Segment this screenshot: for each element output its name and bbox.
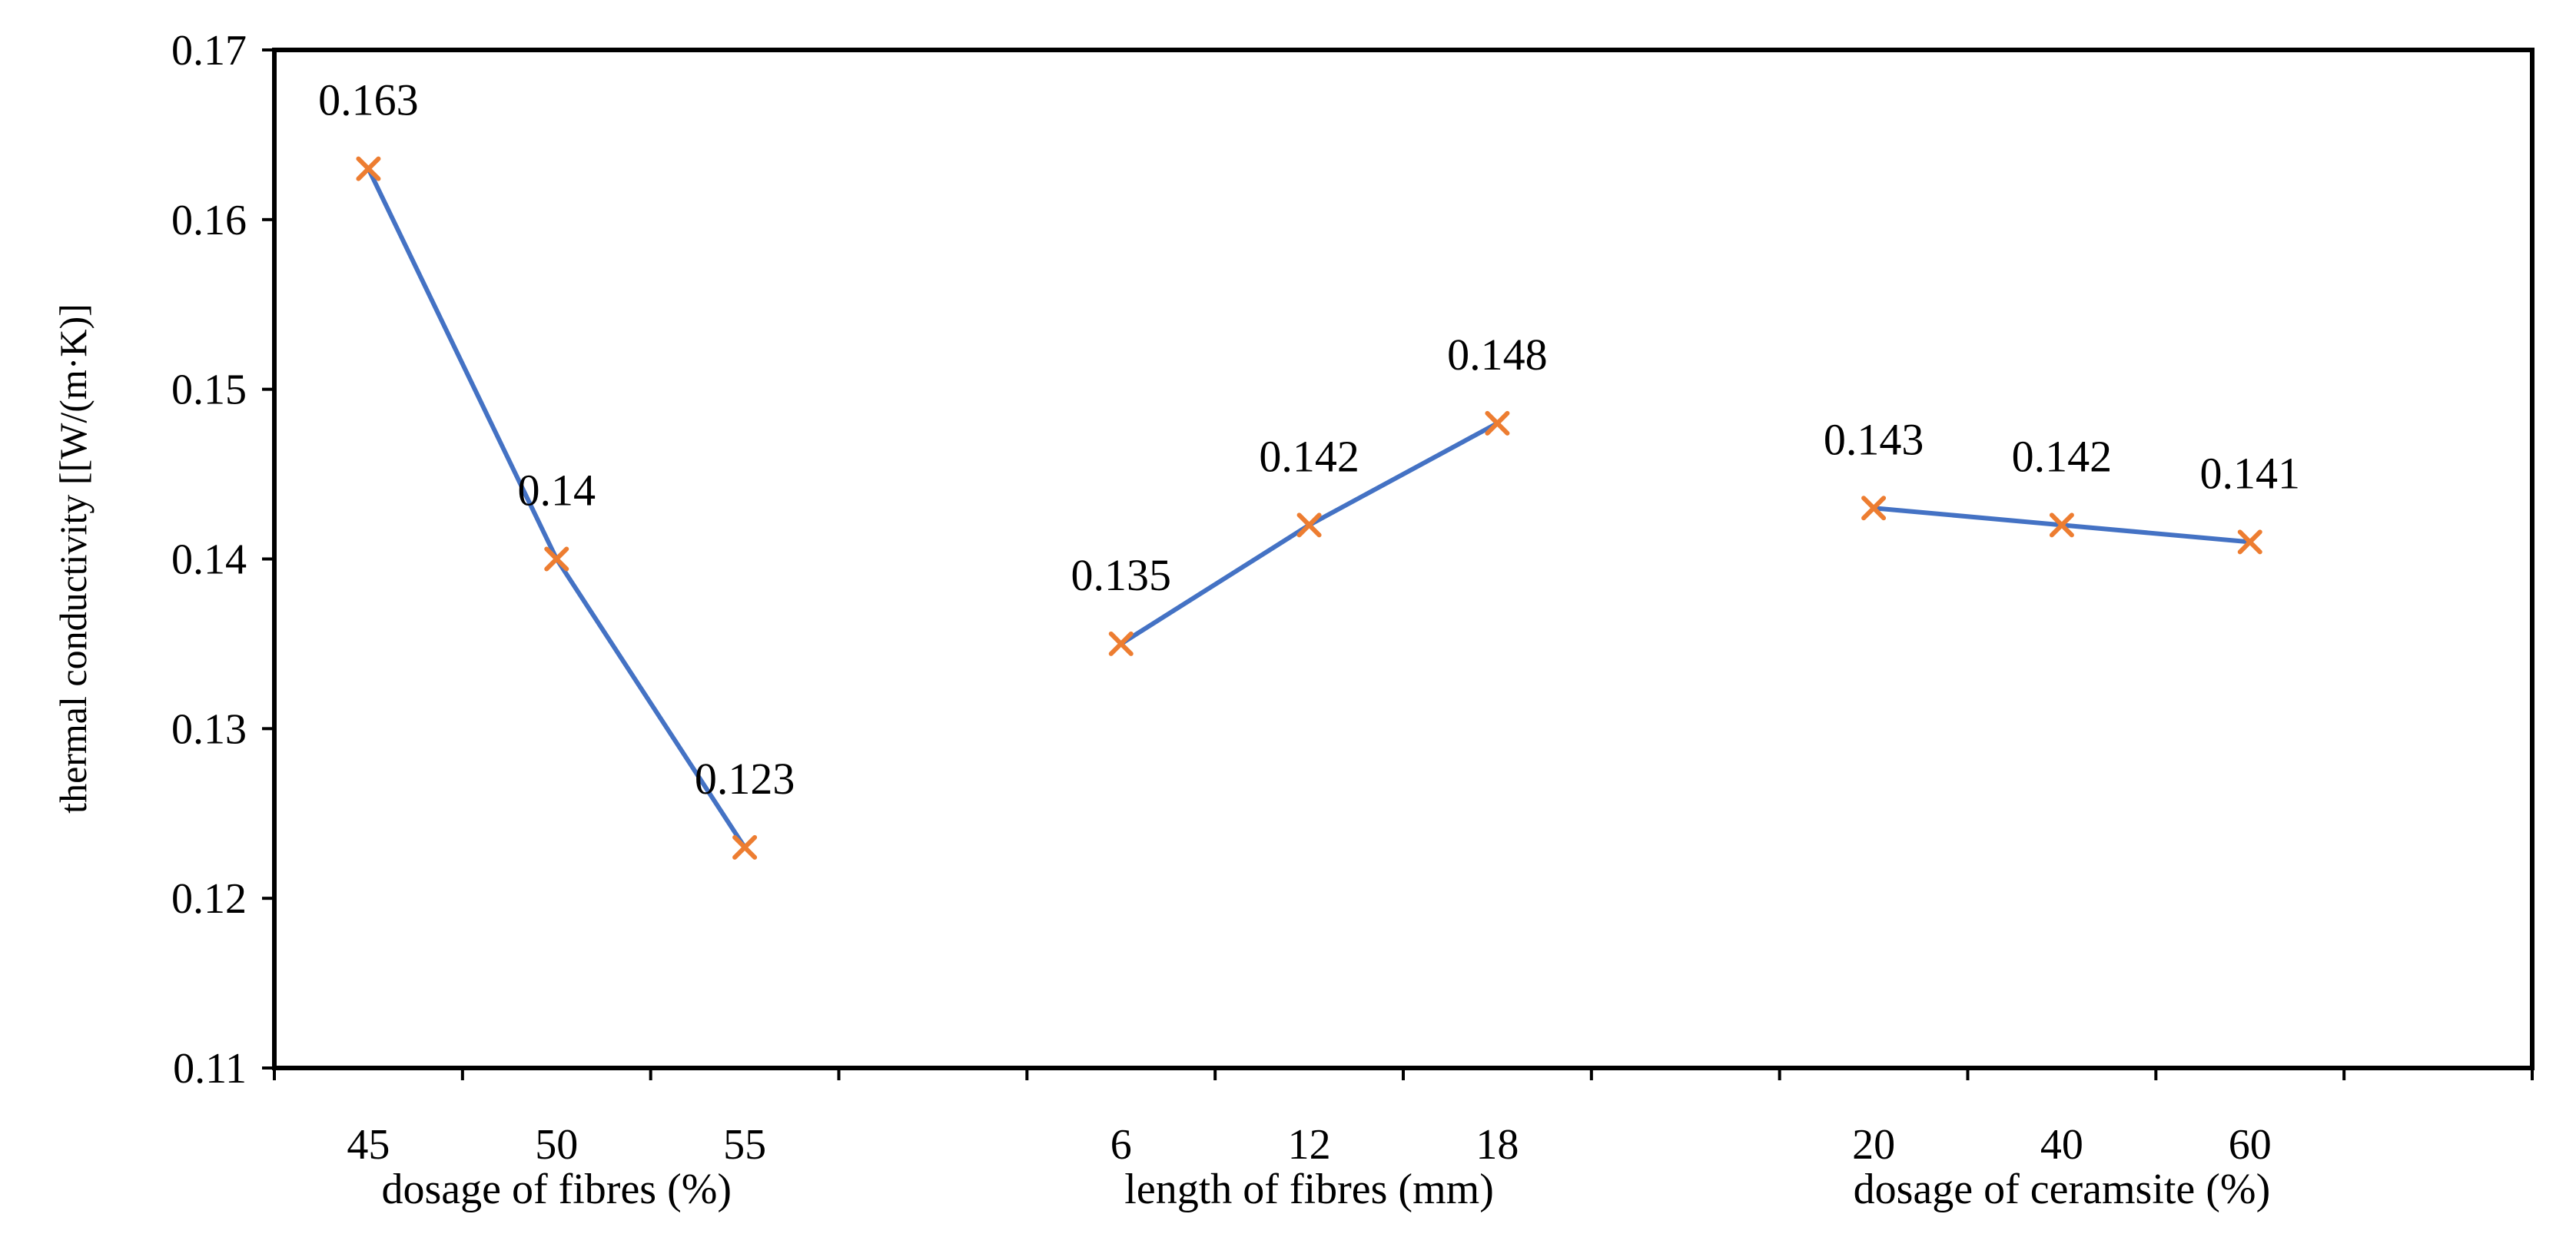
marker-stroke xyxy=(1861,496,1887,521)
series-layer xyxy=(356,156,2262,860)
data-label: 0.148 xyxy=(1447,330,1548,380)
x-group-title: length of fibres (mm) xyxy=(1124,1166,1494,1213)
marker-stroke xyxy=(544,546,569,572)
y-axis-ticks: 0.11 0.12 0.13 0.14 0.15 0.16 0.17 xyxy=(171,27,274,1093)
y-tick-label: 0.13 xyxy=(171,705,247,753)
x-group-title: dosage of fibres (%) xyxy=(381,1166,732,1213)
data-point-marker xyxy=(1861,496,1887,521)
data-label: 0.142 xyxy=(2012,431,2113,481)
marker-stroke xyxy=(732,834,758,860)
marker-stroke xyxy=(1108,631,1134,656)
data-point-marker xyxy=(1108,631,1134,656)
x-category-label: 50 xyxy=(535,1121,578,1169)
y-tick-label: 0.12 xyxy=(171,875,247,923)
x-category-label: 60 xyxy=(2229,1121,2272,1169)
y-tick-label: 0.14 xyxy=(171,536,247,584)
x-category-label: 40 xyxy=(2040,1121,2083,1169)
marker-stroke xyxy=(1296,512,1322,538)
data-label: 0.163 xyxy=(318,75,419,125)
data-point-marker xyxy=(1485,410,1510,436)
y-tick-label: 0.16 xyxy=(171,197,247,244)
data-point-marker xyxy=(1296,512,1322,538)
x-group-title: dosage of ceramsite (%) xyxy=(1854,1166,2271,1213)
data-point-marker xyxy=(356,156,381,181)
data-label: 0.135 xyxy=(1071,550,1172,600)
marker-stroke xyxy=(356,156,381,181)
data-label: 0.123 xyxy=(695,754,795,804)
x-category-label: 45 xyxy=(347,1121,390,1169)
x-category-label: 18 xyxy=(1476,1121,1519,1169)
plot-area-frame xyxy=(272,48,2535,1070)
x-category-label: 55 xyxy=(723,1121,766,1169)
data-point-marker xyxy=(732,834,758,860)
data-point-marker xyxy=(2049,512,2074,538)
y-tick-label: 0.17 xyxy=(171,27,247,75)
marker-stroke xyxy=(1485,410,1510,436)
x-category-label: 6 xyxy=(1110,1121,1132,1169)
marker-stroke xyxy=(2049,512,2074,538)
data-label: 0.141 xyxy=(2200,448,2301,498)
data-point-marker xyxy=(544,546,569,572)
data-labels-layer: 0.163 0.14 0.123 0.135 0.142 0.148 0.143 0.142 0… xyxy=(318,75,2300,804)
data-label: 0.143 xyxy=(1824,414,1924,464)
data-label: 0.142 xyxy=(1259,431,1359,481)
data-label: 0.14 xyxy=(518,466,596,516)
data-point-marker xyxy=(2237,529,2262,555)
x-category-label: 12 xyxy=(1288,1121,1331,1169)
x-category-label: 20 xyxy=(1852,1121,1895,1169)
y-axis-title: thermal conductivity [[W/(m·K)] xyxy=(51,303,95,814)
marker-stroke xyxy=(2237,529,2262,555)
y-tick-label: 0.11 xyxy=(173,1045,247,1093)
y-tick-label: 0.15 xyxy=(171,366,247,414)
